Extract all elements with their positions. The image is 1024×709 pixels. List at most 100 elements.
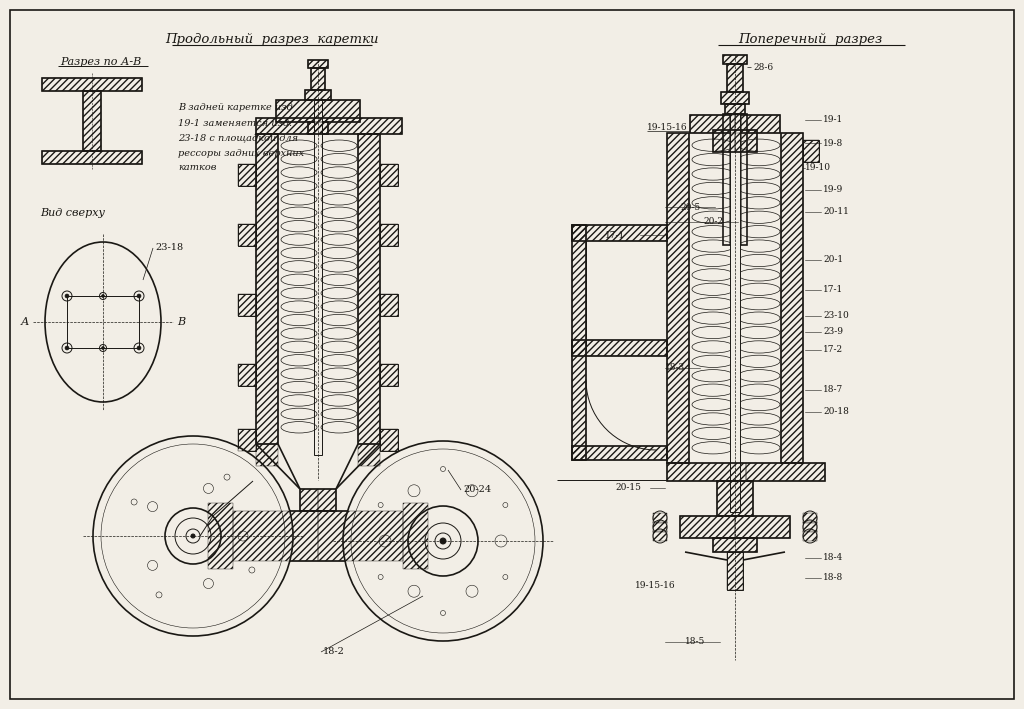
Bar: [721, 92, 749, 104]
Text: 17-1: 17-1: [823, 286, 843, 294]
Bar: [667, 463, 825, 481]
Bar: [308, 60, 328, 68]
Bar: [67, 296, 139, 348]
Text: 20-24: 20-24: [463, 486, 492, 494]
Bar: [380, 294, 398, 316]
Bar: [690, 115, 780, 133]
Text: 18-3: 18-3: [665, 364, 685, 372]
Text: 18-8: 18-8: [823, 574, 843, 583]
Text: 20-15: 20-15: [615, 484, 641, 493]
Text: рессоры задних верхних: рессоры задних верхних: [178, 148, 304, 157]
Bar: [803, 531, 817, 541]
Bar: [572, 340, 667, 356]
Bar: [653, 522, 667, 532]
Bar: [727, 552, 743, 590]
Bar: [721, 92, 749, 104]
Bar: [380, 164, 398, 186]
Bar: [380, 364, 398, 386]
Bar: [803, 140, 819, 162]
Bar: [803, 140, 819, 162]
Bar: [238, 224, 256, 246]
Bar: [311, 68, 325, 90]
Bar: [690, 115, 735, 133]
Text: 20-2: 20-2: [703, 218, 723, 226]
Bar: [238, 429, 256, 451]
Bar: [735, 115, 780, 133]
Bar: [680, 516, 790, 538]
Bar: [208, 503, 233, 569]
Bar: [380, 429, 398, 451]
Text: 19-10: 19-10: [805, 164, 831, 172]
Bar: [238, 294, 256, 316]
Bar: [314, 100, 322, 455]
Bar: [238, 294, 256, 316]
Text: Вид сверху: Вид сверху: [40, 208, 105, 218]
Text: Продольный  разрез  каретки: Продольный разрез каретки: [165, 33, 379, 47]
Bar: [572, 225, 667, 241]
Text: 19-15-16: 19-15-16: [635, 581, 676, 591]
Bar: [256, 134, 278, 444]
Circle shape: [137, 294, 141, 298]
Bar: [42, 151, 142, 164]
Bar: [803, 522, 817, 532]
Bar: [380, 224, 398, 246]
Bar: [238, 164, 256, 186]
Circle shape: [65, 294, 69, 298]
Circle shape: [803, 511, 817, 525]
Circle shape: [435, 533, 451, 549]
Bar: [380, 224, 398, 246]
Text: А: А: [20, 317, 30, 327]
Bar: [572, 225, 667, 241]
Bar: [380, 429, 398, 451]
Bar: [318, 511, 403, 561]
Bar: [83, 91, 101, 151]
Bar: [667, 133, 689, 463]
Bar: [358, 444, 380, 466]
Circle shape: [803, 529, 817, 543]
Bar: [42, 151, 142, 164]
Circle shape: [191, 534, 195, 538]
Bar: [713, 538, 757, 552]
Bar: [717, 481, 753, 516]
Bar: [572, 225, 586, 460]
Bar: [276, 100, 360, 122]
Text: 18-7: 18-7: [823, 386, 843, 394]
Text: 28-6: 28-6: [753, 62, 773, 72]
Text: 17-1: 17-1: [605, 230, 626, 240]
Bar: [572, 340, 667, 356]
Bar: [233, 511, 403, 561]
Bar: [717, 481, 753, 516]
Bar: [403, 503, 428, 569]
Bar: [730, 114, 740, 512]
Text: В: В: [177, 317, 185, 327]
Text: 20-1: 20-1: [823, 255, 843, 264]
Text: В задней каретке изд: В задней каретке изд: [178, 104, 293, 113]
Circle shape: [803, 520, 817, 534]
Bar: [746, 463, 825, 481]
Text: 19-15-16: 19-15-16: [647, 123, 688, 131]
Circle shape: [653, 511, 667, 525]
Text: 18-4: 18-4: [823, 554, 843, 562]
Bar: [723, 55, 746, 64]
Bar: [256, 134, 278, 444]
Circle shape: [408, 506, 478, 576]
Bar: [311, 68, 325, 90]
Bar: [318, 489, 336, 511]
Bar: [233, 511, 318, 561]
Bar: [653, 513, 667, 523]
Bar: [572, 446, 667, 460]
Text: 23-18 с площадкой для: 23-18 с площадкой для: [178, 133, 298, 143]
Text: 23-9: 23-9: [823, 328, 843, 337]
Text: 20-11: 20-11: [823, 208, 849, 216]
Circle shape: [93, 436, 293, 636]
Bar: [358, 134, 380, 444]
Text: 23-10: 23-10: [823, 311, 849, 320]
Bar: [83, 91, 101, 151]
Bar: [42, 78, 142, 91]
Bar: [727, 64, 743, 92]
Bar: [305, 90, 331, 100]
Bar: [572, 446, 667, 460]
Bar: [380, 164, 398, 186]
Text: 18-5: 18-5: [685, 637, 706, 647]
Bar: [238, 224, 256, 246]
